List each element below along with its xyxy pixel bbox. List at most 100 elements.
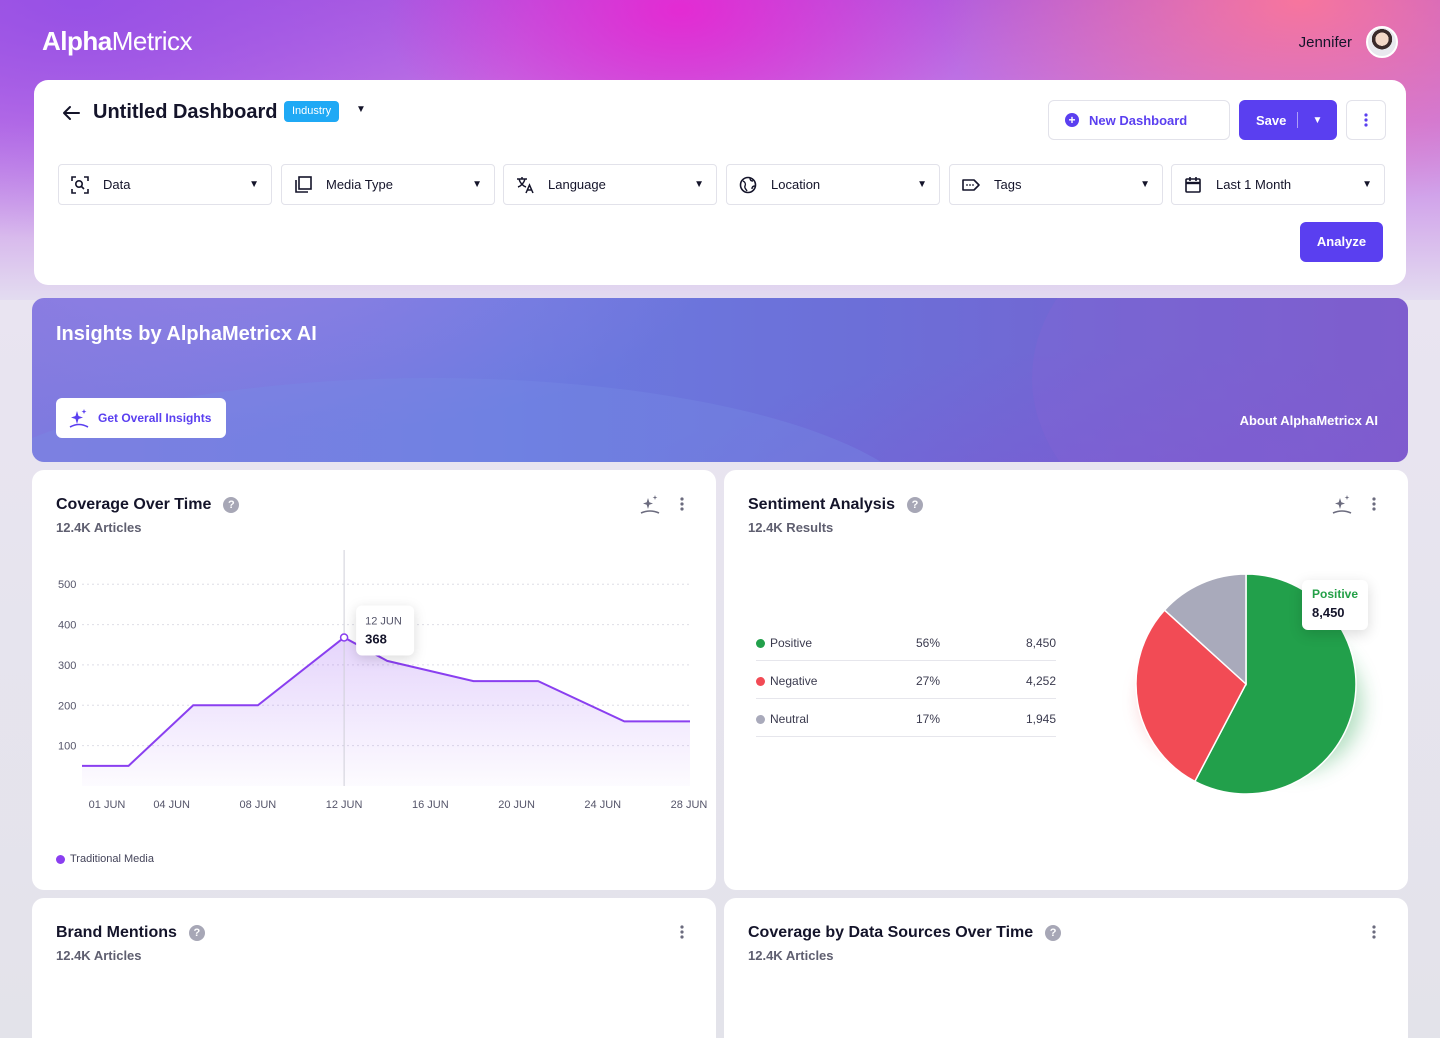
pie-slice-neutral[interactable] — [1163, 573, 1247, 686]
sentiment-title: Sentiment Analysis — [748, 496, 896, 513]
globe-icon — [738, 175, 758, 195]
coverage-more-button[interactable] — [672, 494, 692, 514]
chevron-down-icon: ▼ — [1362, 179, 1372, 190]
sentiment-row-neutral[interactable]: Neutral 17% 1,945 — [756, 699, 1056, 737]
filter-location-label: Location — [771, 177, 821, 192]
save-button[interactable]: Save ▼ — [1239, 100, 1337, 140]
legend-label: Traditional Media — [70, 853, 154, 865]
tooltip-value: 368 — [365, 631, 387, 646]
new-dashboard-label: New Dashboard — [1089, 112, 1188, 128]
filter-data[interactable]: Data ▼ — [58, 164, 272, 205]
ai-sparkle-icon[interactable] — [640, 494, 660, 514]
sentiment-name: Negative — [770, 674, 818, 688]
filter-tags-label: Tags — [994, 177, 1022, 192]
about-ai-link[interactable]: About AlphaMetricx AI — [1239, 413, 1378, 428]
sentiment-title-row: Sentiment Analysis ? — [748, 496, 924, 514]
banner-wave — [1032, 298, 1408, 462]
legend-dot — [56, 854, 65, 864]
filter-date-range-label: Last 1 Month — [1216, 177, 1292, 192]
coverage-over-time-card: Coverage Over Time ? 12.4K Articles 100 2… — [32, 470, 716, 890]
sentiment-analysis-card: Sentiment Analysis ? 12.4K Results Posit… — [724, 470, 1408, 890]
sentiment-pct: 56% — [916, 636, 941, 650]
sentiment-pct: 27% — [916, 674, 941, 688]
dashboard-title[interactable]: Untitled Dashboard — [93, 101, 278, 123]
coverage-sources-title-row: Coverage by Data Sources Over Time ? — [748, 924, 1062, 942]
pie-tooltip-value: 8,450 — [1312, 605, 1345, 620]
positive-dot — [756, 638, 765, 648]
vertical-dots-icon — [680, 925, 684, 939]
coverage-title-row: Coverage Over Time ? — [56, 496, 240, 514]
logo-light: Metricx — [111, 26, 193, 56]
negative-dot — [756, 676, 765, 686]
neutral-dot — [756, 714, 765, 724]
y-tick-label: 400 — [58, 620, 76, 632]
sentiment-subtitle: 12.4K Results — [748, 520, 834, 535]
chevron-down-icon: ▼ — [917, 179, 927, 190]
translate-icon — [515, 175, 535, 195]
sparkle-icon — [69, 409, 89, 428]
back-arrow-icon[interactable] — [60, 102, 82, 124]
brand-mentions-title: Brand Mentions — [56, 924, 177, 941]
y-tick-label: 100 — [58, 741, 76, 753]
coverage-sources-more-button[interactable] — [1364, 922, 1384, 942]
help-icon[interactable]: ? — [1045, 925, 1062, 941]
chevron-down-icon: ▼ — [472, 179, 482, 190]
filter-date-range[interactable]: Last 1 Month ▼ — [1171, 164, 1385, 205]
x-tick-label: 24 JUN — [584, 799, 621, 811]
plus-circle-icon: + — [1065, 113, 1079, 127]
get-overall-insights-label: Get Overall Insights — [98, 411, 212, 425]
brand-mentions-title-row: Brand Mentions ? — [56, 924, 205, 942]
sentiment-value: 1,945 — [1025, 712, 1056, 726]
sentiment-value: 4,252 — [1025, 674, 1056, 688]
pie-slice-negative[interactable] — [1135, 609, 1247, 783]
coverage-tooltip: 12 JUN 368 — [356, 605, 415, 656]
dashboard-header-card: Untitled Dashboard Industry ▼ + New Dash… — [34, 80, 1406, 285]
media-type-icon — [293, 175, 313, 195]
coverage-sources-card: Coverage by Data Sources Over Time ? 12.… — [724, 898, 1408, 1038]
filter-language[interactable]: Language ▼ — [503, 164, 717, 205]
logo[interactable]: AlphaMetricx — [42, 26, 193, 57]
chevron-down-icon: ▼ — [694, 179, 704, 190]
vertical-dots-icon — [1372, 925, 1376, 939]
header-more-button[interactable] — [1346, 100, 1386, 140]
sentiment-row-positive[interactable]: Positive 56% 8,450 — [756, 623, 1056, 661]
tag-icon — [961, 175, 981, 195]
save-divider — [1297, 112, 1298, 128]
help-icon[interactable]: ? — [223, 497, 240, 513]
sentiment-row-negative[interactable]: Negative 27% 4,252 — [756, 661, 1056, 699]
coverage-legend[interactable]: Traditional Media — [56, 853, 154, 865]
calendar-icon — [1183, 175, 1203, 195]
save-dropdown-icon[interactable]: ▼ — [1312, 114, 1323, 126]
avatar[interactable] — [1366, 26, 1398, 58]
new-dashboard-button[interactable]: + New Dashboard — [1048, 100, 1230, 140]
sentiment-pct: 17% — [916, 712, 941, 726]
sentiment-more-button[interactable] — [1364, 494, 1384, 514]
filter-tags[interactable]: Tags ▼ — [949, 164, 1163, 205]
get-overall-insights-button[interactable]: Get Overall Insights — [56, 398, 226, 438]
y-tick-label: 500 — [58, 579, 76, 591]
coverage-subtitle: 12.4K Articles — [56, 520, 142, 535]
brand-mentions-more-button[interactable] — [672, 922, 692, 942]
filter-location[interactable]: Location ▼ — [726, 164, 940, 205]
analyze-button[interactable]: Analyze — [1300, 222, 1383, 262]
brand-mentions-subtitle: 12.4K Articles — [56, 948, 142, 963]
filter-media-type-label: Media Type — [326, 177, 393, 192]
tooltip-date: 12 JUN — [365, 615, 402, 627]
title-dropdown-caret-icon[interactable]: ▼ — [356, 104, 366, 115]
help-icon[interactable]: ? — [188, 925, 205, 941]
x-tick-label: 08 JUN — [240, 799, 277, 811]
x-tick-label: 04 JUN — [153, 799, 190, 811]
sentiment-name: Neutral — [770, 712, 809, 726]
ai-sparkle-icon[interactable] — [1332, 494, 1352, 514]
brand-mentions-card: Brand Mentions ? 12.4K Articles — [32, 898, 716, 1038]
pie-tooltip: Positive 8,450 — [1302, 580, 1368, 630]
filter-media-type[interactable]: Media Type ▼ — [281, 164, 495, 205]
user-name[interactable]: Jennifer — [1298, 34, 1352, 51]
data-scan-icon — [70, 175, 90, 195]
help-icon[interactable]: ? — [907, 497, 924, 513]
vertical-dots-icon — [1364, 113, 1368, 127]
industry-badge: Industry — [284, 101, 340, 122]
vertical-dots-icon — [680, 497, 684, 511]
x-tick-label: 16 JUN — [412, 799, 449, 811]
